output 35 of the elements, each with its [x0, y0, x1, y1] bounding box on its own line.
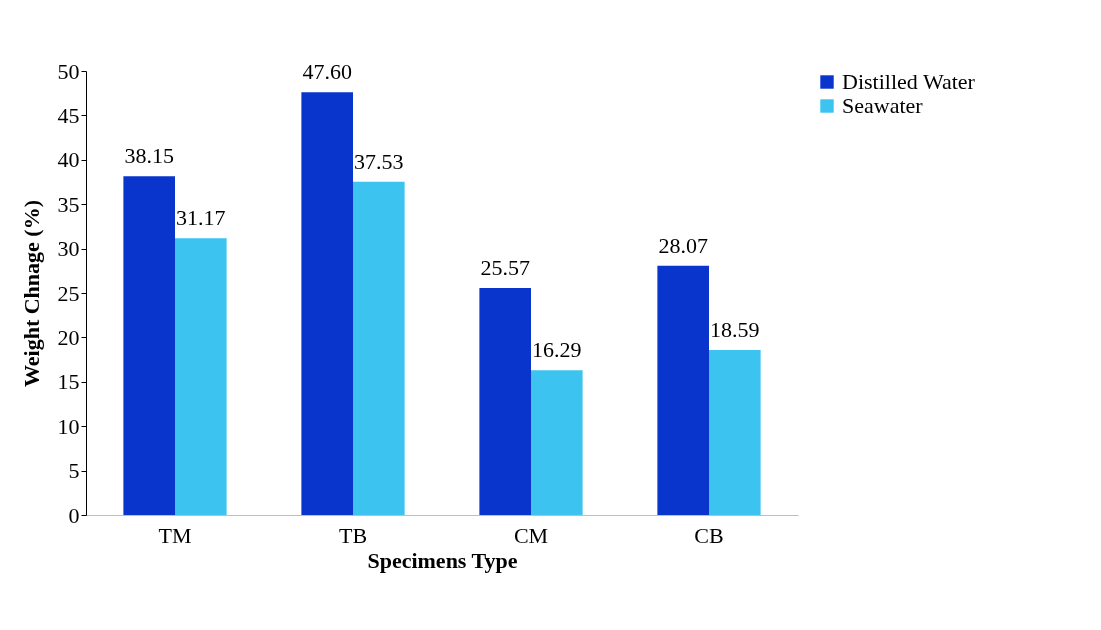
x-axis-title: Specimens Type: [367, 547, 518, 573]
y-tick-label: 10: [57, 413, 80, 439]
y-tick-label: 45: [57, 102, 80, 128]
text: 47.60: [302, 59, 352, 85]
x-tick-label: TB: [338, 522, 368, 548]
y-tick-label: 0: [68, 502, 80, 528]
y-tick-label: 20: [57, 324, 80, 350]
text: 38.15: [124, 143, 174, 169]
y-tick-label: 5: [68, 458, 80, 484]
bar: [657, 265, 709, 515]
bar: [479, 287, 531, 515]
text: 28.07: [658, 232, 708, 258]
y-tick-label: 40: [57, 147, 80, 173]
text: 37.53: [354, 148, 404, 174]
bar: [353, 181, 405, 515]
bar: [175, 238, 227, 515]
legend-label: Distilled Water: [842, 69, 976, 94]
bar: [709, 349, 761, 515]
text: 16.29: [532, 337, 582, 363]
bar: [531, 370, 583, 515]
text: 31.17: [176, 205, 226, 231]
y-tick-label: 50: [57, 58, 80, 84]
x-tick-label: CB: [694, 522, 724, 548]
y-tick-label: 30: [57, 236, 80, 262]
y-tick-label: 35: [57, 191, 80, 217]
x-tick-label: CM: [513, 522, 549, 548]
text: 25.57: [480, 254, 530, 280]
y-tick-label: 15: [57, 369, 80, 395]
bar: [123, 176, 175, 515]
y-tick-label: 25: [57, 280, 80, 306]
x-tick-label: TM: [158, 522, 192, 548]
text: 18.59: [710, 316, 760, 342]
legend-label: Seawater: [842, 93, 924, 118]
bar: [301, 92, 353, 515]
y-axis-title: Weight Chnage (%): [18, 200, 44, 387]
